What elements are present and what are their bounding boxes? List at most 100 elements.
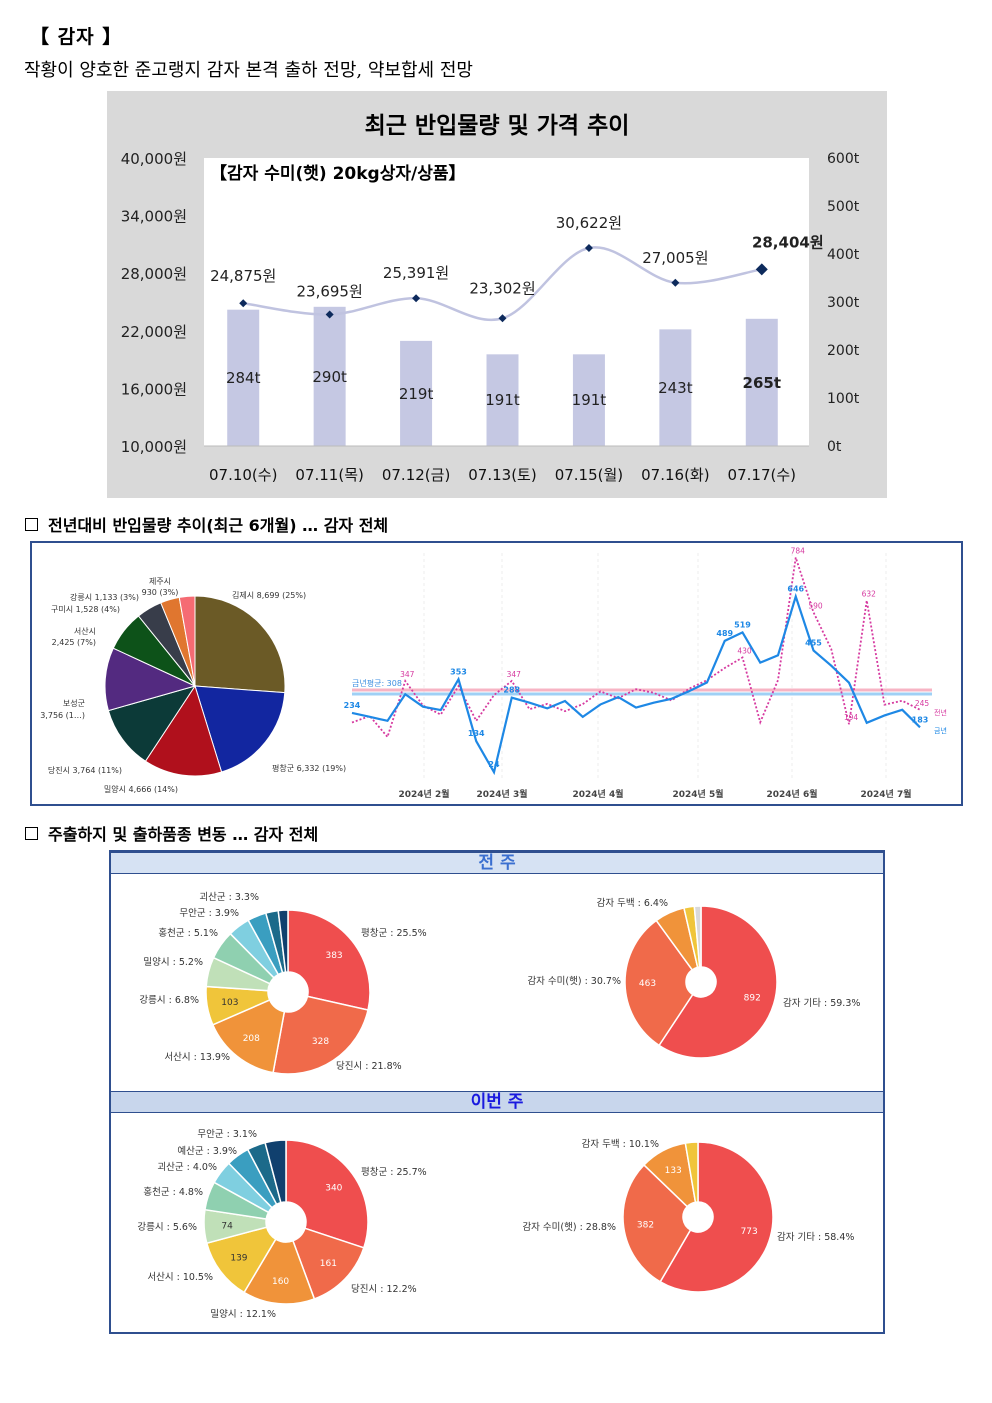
price-volume-chart-svg: 최근 반입물량 및 가격 추이 【감자 수미(햇) 20kg상자/상품】 40,00… bbox=[121, 113, 860, 484]
prev-variety-slice bbox=[693, 905, 702, 968]
curr-region-label: 서산시 : 10.5% bbox=[147, 1272, 213, 1283]
month-tick: 2024년 6월 bbox=[766, 788, 817, 800]
volume-label: 191t bbox=[572, 391, 607, 409]
prev-region-slice bbox=[277, 909, 289, 973]
curr-value-label: 646 bbox=[787, 585, 804, 594]
outlook-summary: 작황이 양호한 준고랭지 감자 본격 출하 전망, 약보합세 전망 bbox=[24, 60, 473, 81]
prev-region-label: 서산시 : 13.9% bbox=[164, 1052, 230, 1063]
prev-variety-slice bbox=[658, 905, 778, 1059]
prev-region-label: 홍천군 : 5.1% bbox=[158, 927, 218, 939]
price-marker bbox=[412, 294, 421, 303]
previous-week-band: 전 주 bbox=[111, 852, 883, 874]
slice-value-label: 340 bbox=[325, 1183, 342, 1193]
curr-region-label: 강릉시 : 5.6% bbox=[137, 1222, 197, 1233]
prev-value-label: 430 bbox=[737, 647, 752, 656]
right-axis-tick: 100t bbox=[827, 391, 860, 407]
trend-section-title: 전년대비 반입물량 추이(최근 6개월) … 감자 전체 bbox=[25, 512, 388, 536]
region-pie-label: 밀양시 4,666 (14%) bbox=[104, 785, 178, 794]
slice-value-label: 328 bbox=[312, 1037, 329, 1047]
left-axis-tick: 34,000원 bbox=[121, 208, 187, 226]
trend-section-label: 전년대비 반입물량 추이(최근 6개월) … 감자 전체 bbox=[48, 516, 389, 535]
weekly-donuts-svg: 383 328 208 103 평창군 : 25.5% 당진시 : 21.8% 서산시 : … bbox=[137, 892, 860, 1320]
slice-value-label: 892 bbox=[744, 993, 761, 1003]
region-pie-label: 당진시 3,764 (11%) bbox=[48, 765, 122, 775]
region-pie-label: 서산시 bbox=[74, 626, 96, 636]
prev-region-label: 밀양시 : 5.2% bbox=[143, 956, 203, 968]
prev-value-label: 245 bbox=[915, 699, 930, 708]
legend-curr-label: 금년 bbox=[934, 726, 947, 735]
slice-value-label: 160 bbox=[272, 1277, 289, 1287]
prev-value-label: 194 bbox=[844, 713, 859, 722]
slice-value-label: 74 bbox=[221, 1221, 233, 1231]
curr-region-label: 무안군 : 3.1% bbox=[197, 1129, 257, 1140]
volume-bar bbox=[572, 354, 605, 446]
price-label: 25,391원 bbox=[383, 264, 449, 282]
prev-region-label: 평창군 : 25.5% bbox=[361, 928, 427, 939]
region-pie-label: 보성군 bbox=[63, 699, 85, 708]
slice-value-label: 382 bbox=[637, 1220, 654, 1230]
chart-title: 최근 반입물량 및 가격 추이 bbox=[365, 113, 630, 139]
right-axis-tick: 500t bbox=[827, 199, 860, 215]
prev-region-slice bbox=[211, 999, 286, 1074]
month-tick: 2024년 2월 bbox=[398, 788, 449, 800]
weekly-shipping-panel: 전 주 이번 주 383 328 208 103 평창군 : 25.5% 당진시 : 21… bbox=[109, 850, 885, 1334]
price-label: 23,695원 bbox=[296, 283, 362, 301]
volume-bar bbox=[659, 329, 692, 446]
volume-label: 243t bbox=[658, 379, 693, 397]
prev-value-label: 347 bbox=[507, 670, 522, 679]
prev-region-slice bbox=[272, 995, 369, 1075]
slice-value-label: 463 bbox=[639, 979, 656, 989]
right-axis-tick: 400t bbox=[827, 247, 860, 263]
curr-value-label: 183 bbox=[912, 715, 929, 724]
category-label: 07.16(화) bbox=[641, 466, 709, 484]
price-label: 23,302원 bbox=[469, 279, 535, 297]
prev-region-slice bbox=[287, 909, 371, 1011]
price-label: 24,875원 bbox=[210, 267, 276, 285]
volume-bar bbox=[313, 306, 346, 446]
slice-value-label: 139 bbox=[230, 1254, 247, 1264]
price-marker bbox=[755, 263, 768, 276]
curr-variety-label: 감자 두백 : 10.1% bbox=[582, 1138, 659, 1150]
legend-prev-label: 전년 bbox=[934, 708, 947, 717]
curr-value-label: 134 bbox=[468, 729, 485, 738]
price-marker bbox=[671, 278, 680, 287]
volume-bar bbox=[400, 340, 433, 446]
curr-variety-slice bbox=[684, 1141, 699, 1204]
region-pie-label: 김제시 8,699 (25%) bbox=[232, 590, 306, 600]
yearly-trend-panel: 김제시 8,699 (25%) 평창군 6,332 (19%) 밀양시 4,666 … bbox=[30, 541, 963, 806]
region-slice bbox=[104, 647, 197, 712]
slice-value-label: 133 bbox=[665, 1166, 682, 1176]
prev-region-label: 괴산군 : 3.3% bbox=[199, 892, 259, 903]
right-axis-tick: 200t bbox=[827, 343, 860, 359]
chart-inset-label: 【감자 수미(햇) 20kg상자/상품】 bbox=[210, 163, 465, 184]
prev-value-label: 632 bbox=[862, 589, 877, 598]
slice-value-label: 383 bbox=[325, 951, 342, 961]
price-label: 28,404원 bbox=[752, 233, 824, 251]
curr-year-series bbox=[351, 592, 921, 776]
right-axis-tick: 0t bbox=[827, 439, 842, 455]
shipping-section-title: 주출하지 및 출하품종 변동 … 감자 전체 bbox=[25, 821, 318, 845]
prev-value-label: 347 bbox=[400, 670, 415, 679]
curr-value-label: 455 bbox=[805, 638, 822, 647]
price-volume-chart: 최근 반입물량 및 가격 추이 【감자 수미(햇) 20kg상자/상품】 40,00… bbox=[107, 91, 887, 498]
curr-value-label: 24 bbox=[488, 760, 500, 769]
checkbox-square-icon bbox=[25, 826, 38, 840]
right-axis-tick: 300t bbox=[827, 295, 860, 311]
prev-region-label: 당진시 : 21.8% bbox=[336, 1061, 402, 1072]
price-marker bbox=[325, 310, 334, 319]
volume-bar bbox=[745, 318, 778, 446]
left-axis-tick: 10,000원 bbox=[121, 438, 187, 456]
curr-variety-slice bbox=[659, 1141, 774, 1293]
region-pie-label: 제주시 bbox=[149, 577, 171, 586]
right-axis-tick: 600t bbox=[827, 151, 860, 167]
curr-value-label: 519 bbox=[734, 620, 751, 629]
left-axis-tick: 40,000원 bbox=[121, 150, 187, 168]
prev-year-series bbox=[351, 557, 921, 739]
prev-value-label: 590 bbox=[808, 601, 823, 610]
curr-value-label: 489 bbox=[716, 629, 733, 638]
category-label: 07.10(수) bbox=[209, 466, 277, 484]
curr-region-label: 괴산군 : 4.0% bbox=[157, 1162, 217, 1173]
shipping-section-label: 주출하지 및 출하품종 변동 … 감자 전체 bbox=[48, 825, 319, 844]
region-pie-label: 평창군 6,332 (19%) bbox=[272, 763, 346, 773]
month-tick: 2024년 3월 bbox=[476, 788, 527, 800]
